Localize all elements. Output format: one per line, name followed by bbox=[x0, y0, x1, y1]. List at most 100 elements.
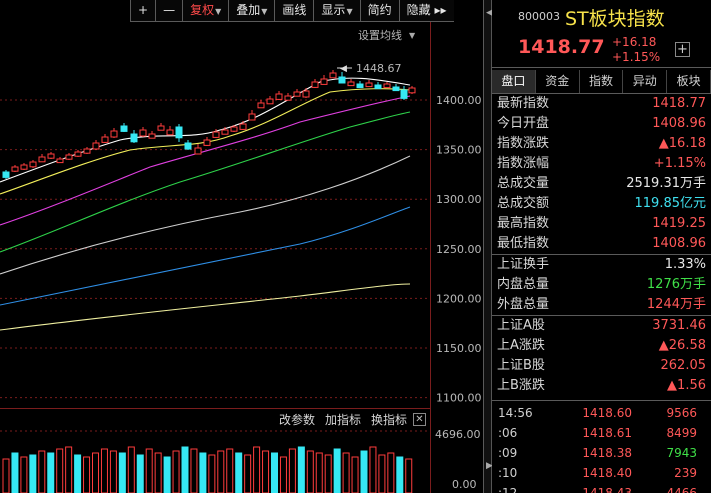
stat-value: 262.05 bbox=[660, 358, 707, 373]
candle-body bbox=[101, 136, 109, 143]
volume-bar bbox=[342, 452, 350, 493]
turnover-stats: 上证换手 1.33% 内盘总量 1276万手 外盘总量 1244万手 bbox=[492, 254, 711, 315]
fuquan-button[interactable]: 复权▼ bbox=[182, 0, 229, 22]
candle-body bbox=[38, 156, 46, 163]
chevron-down-icon: ▼ bbox=[261, 7, 268, 16]
tick-volume: 7943 bbox=[666, 446, 697, 460]
change-percent: +1.15% bbox=[612, 50, 661, 64]
volume-bar bbox=[253, 446, 261, 493]
tick-row: :06 1418.61 8499 bbox=[492, 423, 711, 443]
volume-bar bbox=[396, 456, 404, 493]
tab-yidong[interactable]: 异动 bbox=[623, 70, 668, 93]
kline-chart[interactable]: 1400.00 1350.00 1300.00 1250.00 1200.00 1150.… bbox=[0, 22, 483, 408]
candle-body bbox=[110, 130, 118, 138]
stat-label: 最低指数 bbox=[497, 236, 550, 251]
tab-bankuai[interactable]: 板块 bbox=[667, 70, 711, 93]
switch-indicator-button[interactable]: 换指标 bbox=[370, 413, 407, 427]
stat-label: 上证A股 bbox=[497, 318, 545, 333]
huaxian-button[interactable]: 画线 bbox=[274, 0, 314, 22]
index-code: 800003 bbox=[518, 10, 560, 23]
zoom-out-button[interactable]: — bbox=[155, 0, 183, 22]
market-stat-row: 上证A股 3731.46 bbox=[497, 316, 706, 336]
panel-splitter[interactable] bbox=[484, 0, 492, 493]
volume-bar bbox=[118, 452, 126, 493]
tick-row: :10 1418.40 239 bbox=[492, 463, 711, 483]
y-tick-label: 1350.00 bbox=[436, 144, 482, 157]
market-stat-row: 上证B股 262.05 bbox=[497, 356, 706, 376]
close-icon[interactable]: ✕ bbox=[413, 413, 426, 426]
volume-bar bbox=[297, 446, 305, 493]
volume-bar bbox=[163, 456, 171, 493]
double-arrow-right-icon: ▸▸ bbox=[434, 3, 447, 17]
volume-bar bbox=[306, 450, 314, 493]
stat-value: 3731.46 bbox=[652, 318, 706, 333]
tick-price: 1418.43 bbox=[582, 486, 632, 493]
candle-body bbox=[148, 133, 156, 139]
tick-time: :10 bbox=[498, 466, 518, 480]
candle-body bbox=[11, 166, 19, 172]
ma-settings-label[interactable]: 设置均线 bbox=[358, 28, 402, 42]
candle-body bbox=[166, 129, 174, 136]
xianshi-button[interactable]: 显示▼ bbox=[313, 0, 360, 22]
change-params-button[interactable]: 改参数 bbox=[278, 413, 315, 427]
tick-price: 1418.40 bbox=[582, 466, 632, 480]
market-stats: 上证A股 3731.46 上A涨跌 ▲26.58 上证B股 262.05 上B涨跌 ▲1.56 bbox=[492, 315, 711, 396]
candle-body bbox=[374, 84, 382, 90]
diejia-button[interactable]: 叠加▼ bbox=[228, 0, 275, 22]
tick-row: :12 1418.43 4466 bbox=[492, 483, 711, 493]
quote-stat-row: 今日开盘 1408.96 bbox=[497, 114, 706, 134]
stat-label: 指数涨跌 bbox=[497, 136, 550, 151]
collapse-right-icon[interactable]: ▶ bbox=[486, 461, 493, 471]
y-tick-label: 1250.00 bbox=[436, 243, 482, 256]
stat-label: 最新指数 bbox=[497, 96, 550, 111]
moving-average-line bbox=[0, 155, 411, 275]
jianyue-button[interactable]: 简约 bbox=[359, 0, 399, 22]
diejia-label: 叠加 bbox=[236, 3, 261, 17]
tab-zhishu[interactable]: 指数 bbox=[580, 70, 624, 93]
candle-body bbox=[275, 93, 283, 100]
volume-chart[interactable]: 4696.00 0.00 bbox=[0, 430, 483, 493]
stat-value: 119.85亿元 bbox=[634, 196, 707, 211]
toolbar: + — 复权▼ 叠加▼ 画线 显示▼ 简约 隐藏 ▸▸ bbox=[130, 0, 454, 22]
stat-label: 今日开盘 bbox=[497, 116, 550, 131]
volume-bar bbox=[74, 454, 82, 493]
stat-label: 上证B股 bbox=[497, 358, 545, 373]
fuquan-label: 复权 bbox=[190, 3, 215, 17]
tab-pankou[interactable]: 盘口 bbox=[492, 70, 536, 93]
tick-time: :12 bbox=[498, 486, 518, 493]
volume-bar bbox=[20, 456, 28, 493]
yincang-button[interactable]: 隐藏 ▸▸ bbox=[398, 0, 454, 22]
stat-label: 上B涨跌 bbox=[497, 378, 545, 393]
volume-bar bbox=[65, 446, 73, 493]
candle-body bbox=[20, 164, 28, 170]
panel-tabs: 盘口 资金 指数 异动 板块 bbox=[492, 70, 711, 94]
tick-list[interactable]: 14:56 1418.60 9566:06 1418.61 8499:09 1418.38… bbox=[492, 400, 711, 493]
stat-label: 上证换手 bbox=[497, 257, 550, 272]
candle-body bbox=[257, 102, 265, 109]
collapse-left-icon[interactable]: ◀ bbox=[486, 8, 493, 18]
stat-value: 1.33% bbox=[664, 257, 706, 272]
candle-body bbox=[365, 82, 373, 88]
index-title: ST板块指数 bbox=[565, 8, 665, 30]
stat-label: 最高指数 bbox=[497, 216, 550, 231]
add-watchlist-button[interactable]: + bbox=[675, 42, 690, 57]
add-indicator-button[interactable]: 加指标 bbox=[324, 413, 361, 427]
volume-bar bbox=[235, 452, 243, 493]
candle-body bbox=[239, 123, 247, 130]
volume-bar bbox=[172, 450, 180, 493]
volume-bar bbox=[360, 450, 368, 493]
tab-zijin[interactable]: 资金 bbox=[536, 70, 580, 93]
stat-value: 2519.31万手 bbox=[626, 176, 706, 191]
volume-bar bbox=[288, 448, 296, 493]
volume-bar bbox=[29, 454, 37, 493]
price-block: 1418.77 +16.18 +1.15% + bbox=[492, 34, 711, 68]
chevron-down-icon: ▼ bbox=[215, 7, 222, 16]
candle-body bbox=[130, 133, 138, 143]
zoom-in-button[interactable]: + bbox=[130, 0, 156, 22]
stat-label: 外盘总量 bbox=[497, 297, 550, 312]
quote-panel: 800003 ST板块指数 1418.77 +16.18 +1.15% + 盘口… bbox=[492, 0, 711, 493]
y-tick-label: 1300.00 bbox=[436, 193, 482, 206]
stat-value: ▲16.18 bbox=[658, 136, 706, 151]
volume-bar bbox=[145, 448, 153, 493]
